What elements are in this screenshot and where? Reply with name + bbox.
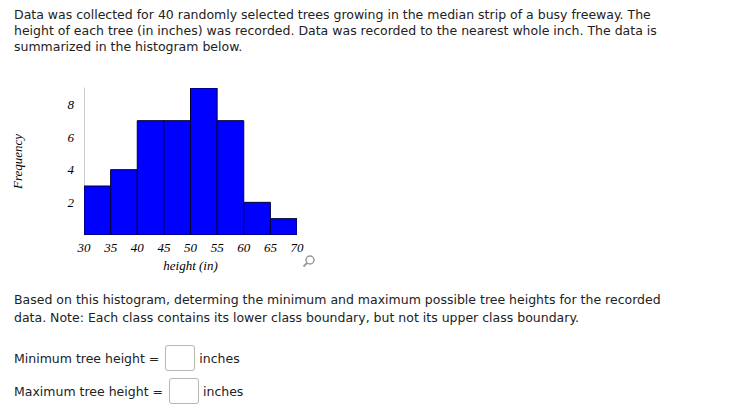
- html-text:Based on this histogram, deter: Based on this histogram, determing the m…: [14, 292, 661, 307]
- html-text:inches: inches: [203, 383, 244, 399]
- svg-text:4: 4: [68, 162, 75, 177]
- html-text:height of each tree (in inches: height of each tree (in inches) was reco…: [14, 23, 657, 38]
- svg-text:70: 70: [291, 240, 305, 255]
- html-text:Data was collected for 40 rand: Data was collected for 40 randomly selec…: [14, 7, 651, 22]
- html-text:summarized in the histogram be: summarized in the histogram below.: [14, 39, 243, 54]
- svg-text:height (in): height (in): [163, 258, 218, 273]
- svg-text:50: 50: [184, 240, 198, 255]
- html-text:Maximum tree height =: Maximum tree height =: [14, 383, 163, 399]
- svg-text:60: 60: [237, 240, 251, 255]
- svg-text:8: 8: [68, 97, 75, 112]
- html-text:inches: inches: [199, 350, 240, 366]
- html-text:Minimum tree height =: Minimum tree height =: [14, 350, 160, 366]
- svg-text:35: 35: [103, 240, 118, 255]
- svg-text:2: 2: [68, 195, 75, 210]
- svg-text:45: 45: [157, 240, 171, 255]
- svg-text:40: 40: [131, 240, 145, 255]
- svg-text:Frequency: Frequency: [10, 134, 25, 190]
- svg-text:6: 6: [68, 130, 75, 145]
- svg-text:30: 30: [77, 240, 92, 255]
- svg-text:65: 65: [264, 240, 278, 255]
- svg-text:55: 55: [211, 240, 225, 255]
- html-text:data. Note: Each class contain: data. Note: Each class contains its lowe…: [14, 310, 579, 325]
